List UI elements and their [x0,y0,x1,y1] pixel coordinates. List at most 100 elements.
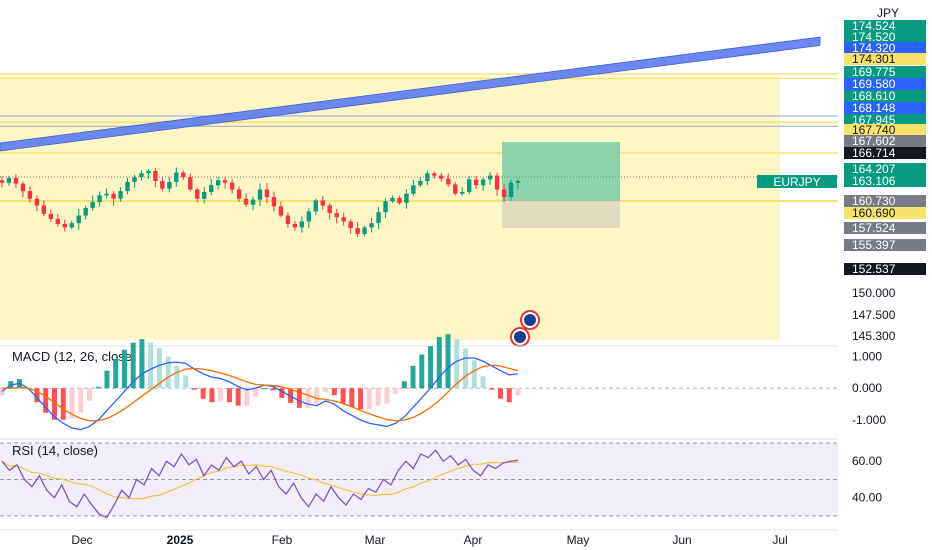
price-tag-label: 160.690 [852,206,896,220]
trade-stop-zone[interactable] [502,201,620,228]
price-tag [844,31,926,43]
price-axis[interactable]: JPY 174.524174.520174.320174.301169.7751… [757,6,926,343]
macd-histogram-bar [113,358,119,389]
macd-histogram-bar [270,388,276,391]
candle-body [34,198,40,206]
price-tag-label: 167.945 [852,113,896,127]
macd-histogram-bar [471,360,477,389]
candle-body [334,213,339,218]
rsi-pane[interactable]: RSI (14, close) 60.00 40.00 [0,442,882,519]
candle-body [494,175,500,190]
candle-body [13,177,19,184]
macd-histogram-bar [384,388,390,404]
macd-tick-label: 1.000 [852,349,882,363]
candle-body [55,218,60,224]
candle-body [90,202,95,208]
macd-histogram-bar [366,388,372,410]
candle-body [313,200,318,212]
candle-body [439,175,444,179]
candle-body [271,197,277,207]
macd-histogram-bar [86,388,92,401]
price-tag-label: 174.524 [852,19,896,33]
candle-body [369,223,374,228]
rsi-title: RSI (14, close) [12,443,98,458]
candle-body [390,197,395,202]
macd-histogram-bar [454,339,460,389]
rising-channel[interactable] [0,36,821,152]
price-tag-label: 169.775 [852,65,896,79]
currency-label: JPY [877,6,899,20]
macd-histogram-bar [34,388,40,403]
candle-body [299,221,305,228]
macd-histogram-bar [436,337,442,389]
macd-histogram-bar [191,388,197,390]
candle-body [460,191,465,194]
macd-histogram-bar [139,339,145,389]
symbol-tag [757,175,837,188]
price-tag [844,66,926,78]
candle-body [62,223,67,228]
price-tag-label: 166.714 [852,146,896,160]
candle-body [125,181,130,192]
time-axis-label: Jul [772,533,787,547]
time-axis-label: Apr [464,533,483,547]
macd-histogram-bar [226,388,232,403]
macd-histogram-bar [331,388,337,396]
candle-body [425,173,430,182]
candle-body [20,183,26,192]
price-pane[interactable] [0,36,838,347]
macd-histogram-bar [323,388,329,392]
candle-body [376,212,381,224]
time-axis[interactable]: Dec 2025 Feb Mar Apr May Jun Jul [0,529,838,547]
rsi-ma-line [1,460,519,500]
price-tag-label: 155.397 [852,238,896,252]
symbol-tag-label: EURJPY [773,175,820,189]
event-markers[interactable] [510,310,540,347]
price-tick-label: 147.500 [852,308,896,322]
trade-target-zone[interactable] [502,142,620,201]
price-tag [844,207,926,219]
candle-body [446,178,451,185]
candle-body [320,200,325,206]
price-tag-label: 167.602 [852,134,896,148]
macd-line [1,357,519,431]
candle-body [453,184,458,194]
time-axis-label: Dec [71,533,92,547]
candle-body [69,223,74,228]
price-tag [844,195,926,207]
macd-histogram-bar [305,388,311,408]
time-axis-label: Feb [272,533,293,547]
candle-body [76,215,81,224]
macd-histogram-bar [401,381,407,389]
macd-histogram-bar [95,386,101,389]
macd-histogram-bar [200,388,206,399]
candle-body [348,221,353,229]
price-tag [844,20,926,32]
price-tag [844,239,926,251]
candle-body [404,193,409,203]
macd-histogram-bar [410,365,416,389]
candle-body [397,197,402,203]
horizontal-levels [0,73,838,202]
candle-body [160,181,165,189]
macd-histogram-bar [261,388,267,390]
candle-body [27,191,33,199]
macd-histogram-bar [209,388,215,403]
candle-body [418,181,423,186]
macd-histogram-bar [156,348,162,389]
macd-histogram-bar [78,388,84,413]
candle-body [215,180,221,186]
macd-histogram-bar [419,354,425,389]
signal-line [2,364,519,422]
price-tag-label: 174.320 [852,41,896,55]
price-tag-label: 169.580 [852,77,896,91]
price-tick-label: 150.000 [852,286,896,300]
macd-histogram-bar [428,346,434,389]
macd-histogram-bar [393,388,399,394]
macd-histogram-bar [104,370,110,389]
macd-histogram-bar [235,388,241,406]
macd-histogram-bar [480,376,486,389]
macd-pane[interactable]: MACD (12, 26, close) 1.000 0.000 -1.000 [0,334,886,431]
candle-body [508,182,514,198]
